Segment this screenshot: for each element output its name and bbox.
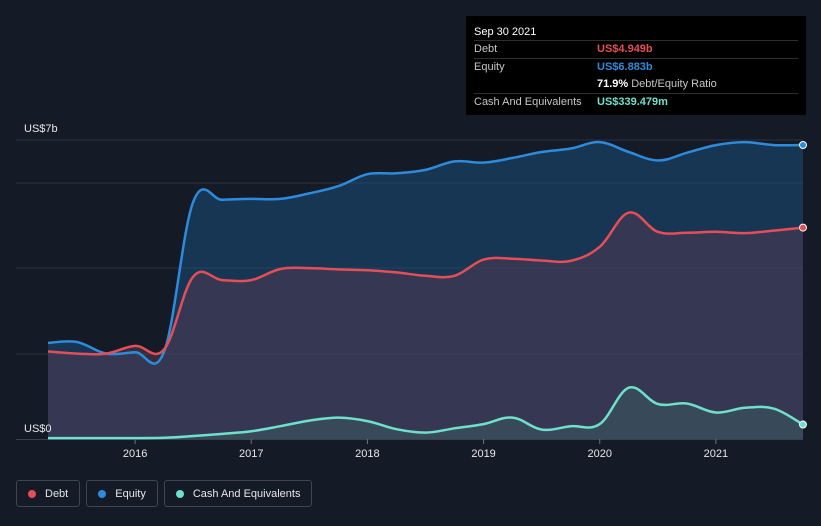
legend-item-cash[interactable]: Cash And Equivalents (163, 480, 313, 507)
equity-end-point (799, 140, 807, 149)
x-tick-label-2016: 2016 (123, 448, 147, 460)
equity-line (47, 140, 804, 365)
y-axis-top-label: US$7b (24, 123, 58, 135)
x-tick-label-2019: 2019 (471, 448, 495, 460)
legend-debt-label: Debt (45, 487, 69, 500)
legend-equity-dot-icon (98, 489, 107, 498)
tooltip-date: Sep 30 2021 (474, 26, 537, 38)
cash-and-equivalents-area (48, 387, 803, 439)
legend-debt-dot-icon (28, 489, 36, 498)
tooltip-debt-value: US$4.949b (597, 43, 653, 55)
cash-and-equivalents-line (47, 386, 804, 440)
y-axis-bottom-label: US$0 (24, 423, 52, 435)
tooltip-row-debt: Debt US$4.949b (474, 40, 798, 58)
tooltip-equity-value: US$6.883b (597, 61, 653, 73)
tooltip-row-ratio: 71.9% Debt/Equity Ratio (474, 76, 798, 93)
legend-item-equity[interactable]: Equity (86, 480, 158, 507)
cash-and-equivalents-end-point (799, 420, 807, 429)
x-tick-label-2020: 2020 (587, 448, 611, 460)
x-tick-label-2018: 2018 (355, 448, 379, 460)
x-tick-label-2017: 2017 (239, 448, 263, 460)
x-axis-ticks: 2016 2017 2018 2019 2020 2021 (123, 439, 728, 460)
x-tick-label-2021: 2021 (704, 448, 728, 460)
series-areas (48, 142, 803, 439)
tooltip-debt-label: Debt (474, 43, 498, 55)
tooltip-row-equity: Equity US$6.883b (474, 58, 798, 76)
legend-item-debt[interactable]: Debt (16, 480, 81, 507)
data-tooltip: Sep 30 2021 Debt US$4.949b Equity US$6.8… (466, 16, 806, 115)
end-markers (799, 140, 807, 429)
legend-equity-label: Equity (115, 487, 146, 500)
tooltip-cash-label: Cash And Equivalents (474, 96, 582, 108)
legend-cash-dot-icon (175, 489, 184, 498)
debt-end-point (799, 223, 807, 232)
tooltip-ratio-value: 71.9% (597, 78, 629, 90)
tooltip-equity-label: Equity (474, 61, 505, 73)
legend-cash-label: Cash And Equivalents (192, 487, 301, 500)
debt-area (48, 212, 803, 439)
debt-line (47, 211, 804, 356)
tooltip-cash-value: US$339.479m (597, 96, 668, 108)
tooltip-ratio-label: Debt/Equity Ratio (631, 78, 717, 90)
series-lines (47, 140, 804, 440)
tooltip-row-cash: Cash And Equivalents US$339.479m (474, 93, 798, 111)
chart-legend: Debt Equity Cash And Equivalents (16, 480, 313, 507)
